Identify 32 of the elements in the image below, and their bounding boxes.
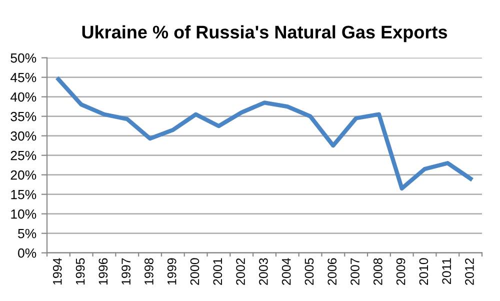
x-tick-label: 2011 <box>442 258 452 284</box>
x-tick-label: 2003 <box>259 258 268 285</box>
x-tick-label: 1999 <box>167 258 176 285</box>
y-tick-label: 25% <box>10 150 36 160</box>
x-tick-label: 2000 <box>190 258 200 285</box>
y-tick-label: 35% <box>10 112 36 122</box>
chart-title: Ukraine % of Russia's Natural Gas Exports <box>82 25 448 42</box>
x-tick-label: 2004 <box>282 258 291 285</box>
x-tick-label: 2005 <box>304 258 314 285</box>
y-tick-label: 30% <box>10 131 36 141</box>
x-tick-label: 1997 <box>122 258 130 285</box>
x-tick-label: 1996 <box>98 258 108 285</box>
x-tick-label: 2008 <box>373 258 382 285</box>
x-tick-label: 2007 <box>350 258 360 285</box>
y-tick-label: 5% <box>18 228 36 238</box>
y-tick-label: 40% <box>10 92 36 102</box>
x-tick-label: 2012 <box>465 258 474 285</box>
x-tick-label: 1995 <box>76 258 85 285</box>
x-tick-label: 1994 <box>52 258 62 285</box>
line-series <box>56 77 473 191</box>
y-tick-label: 45% <box>10 72 36 82</box>
x-tick-label: 2001 <box>213 258 222 285</box>
x-tick-label: 2006 <box>328 258 337 285</box>
x-tick-label: 2009 <box>396 258 406 285</box>
y-tick-label: 50% <box>10 53 36 63</box>
x-tick-label: 2010 <box>419 258 428 285</box>
y-tick-label: 0% <box>18 248 36 258</box>
x-tick-label: 2002 <box>236 258 245 285</box>
y-tick-label: 15% <box>11 190 36 200</box>
y-tick-label: 20% <box>10 170 36 180</box>
y-tick-label: 10% <box>11 209 36 219</box>
x-tick-label: 1998 <box>144 258 154 285</box>
